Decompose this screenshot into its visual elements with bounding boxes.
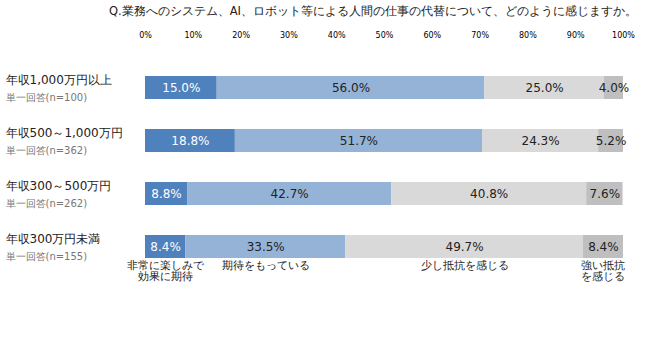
svg-text:80%: 80%: [519, 31, 537, 40]
svg-text:56.0%: 56.0%: [332, 81, 370, 95]
svg-text:単一回答(n=100): 単一回答(n=100): [6, 92, 88, 103]
svg-text:40.8%: 40.8%: [470, 187, 508, 201]
svg-text:50%: 50%: [376, 31, 394, 40]
svg-text:強い抵抗を感じる: 強い抵抗を感じる: [581, 259, 625, 282]
svg-text:単一回答(n=155): 単一回答(n=155): [6, 251, 88, 262]
svg-text:60%: 60%: [423, 31, 441, 40]
svg-text:単一回答(n=262): 単一回答(n=262): [6, 198, 88, 209]
svg-text:4.0%: 4.0%: [599, 81, 630, 95]
svg-text:5.2%: 5.2%: [596, 134, 627, 148]
svg-text:7.6%: 7.6%: [590, 187, 621, 201]
svg-text:25.0%: 25.0%: [526, 81, 564, 95]
svg-text:42.7%: 42.7%: [271, 187, 309, 201]
svg-text:100%: 100%: [612, 31, 635, 40]
svg-text:49.7%: 49.7%: [446, 240, 484, 254]
svg-text:年収500～1,000万円: 年収500～1,000万円: [6, 126, 123, 140]
svg-text:年収300～500万円: 年収300～500万円: [6, 179, 112, 193]
svg-text:30%: 30%: [280, 31, 298, 40]
svg-text:24.3%: 24.3%: [522, 134, 560, 148]
html-text:Q.業務へのシステム、AI、ロボット等による人間の仕事の代替: Q.業務へのシステム、AI、ロボット等による人間の仕事の代替について、どのように…: [109, 4, 637, 18]
svg-text:非常に楽しみで効果に期待: 非常に楽しみで効果に期待: [127, 259, 205, 282]
svg-text:33.5%: 33.5%: [247, 240, 285, 254]
svg-text:年収1,000万円以上: 年収1,000万円以上: [6, 73, 112, 87]
svg-text:90%: 90%: [567, 31, 585, 40]
svg-text:0%: 0%: [139, 31, 152, 40]
svg-text:51.7%: 51.7%: [340, 134, 378, 148]
svg-text:18.8%: 18.8%: [171, 134, 209, 148]
svg-text:10%: 10%: [184, 31, 202, 40]
svg-text:15.0%: 15.0%: [162, 81, 200, 95]
svg-text:単一回答(n=362): 単一回答(n=362): [6, 145, 88, 156]
svg-text:40%: 40%: [328, 31, 346, 40]
svg-text:少し抵抗を感じる: 少し抵抗を感じる: [421, 259, 509, 271]
svg-text:年収300万円未満: 年収300万円未満: [6, 232, 101, 246]
svg-text:8.4%: 8.4%: [588, 240, 619, 254]
svg-text:20%: 20%: [232, 31, 250, 40]
svg-text:8.4%: 8.4%: [150, 240, 181, 254]
svg-text:期待をもっている: 期待をもっている: [222, 259, 310, 271]
svg-text:70%: 70%: [471, 31, 489, 40]
svg-text:8.8%: 8.8%: [151, 187, 182, 201]
